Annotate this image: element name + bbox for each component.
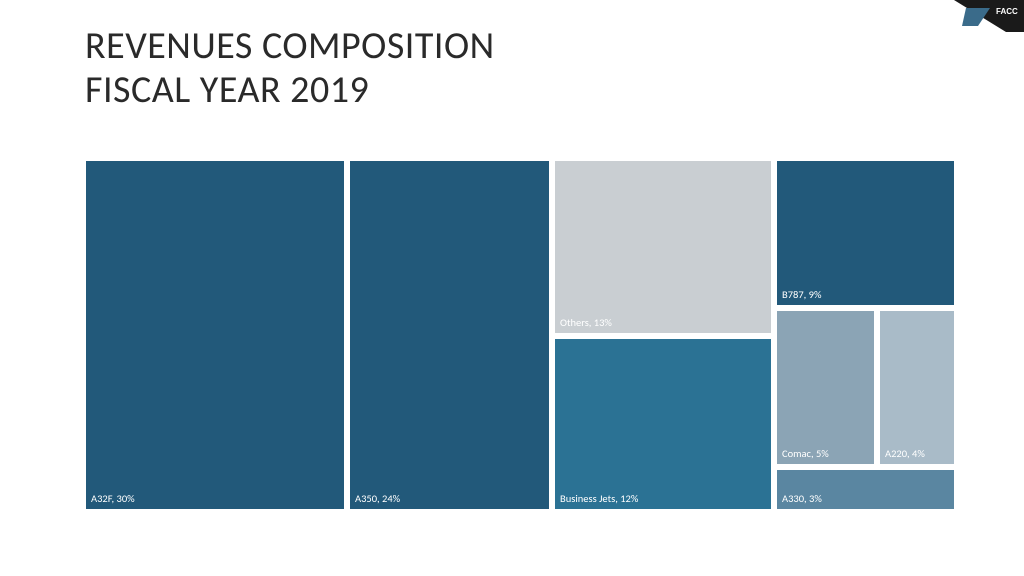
logo-text: FACC [996, 7, 1018, 16]
tile-a32f: A32F, 30% [85, 160, 345, 510]
tile-label-a330: A330, 3% [782, 492, 822, 505]
tile-others: Others, 13% [554, 160, 772, 334]
tile-label-b787: B787, 9% [782, 288, 822, 301]
title-line-1: REVENUES COMPOSITION [85, 23, 495, 69]
tile-label-a350: A350, 24% [355, 492, 400, 505]
tile-label-others: Others, 13% [560, 316, 612, 329]
tile-label-bjets: Business Jets, 12% [560, 492, 638, 505]
tile-label-a220: A220, 4% [885, 447, 925, 460]
tile-b787: B787, 9% [776, 160, 955, 306]
tile-a220: A220, 4% [879, 310, 955, 465]
facc-logo: FACC [954, 0, 1024, 38]
tile-label-a32f: A32F, 30% [91, 492, 135, 505]
revenue-treemap: A32F, 30% A350, 24% Others, 13% Business Je… [85, 160, 955, 510]
slide: REVENUES COMPOSITION FISCAL YEAR 2019 FA… [0, 0, 1024, 576]
tile-bjets: Business Jets, 12% [554, 338, 772, 510]
tile-label-comac: Comac, 5% [782, 447, 829, 460]
tile-a330: A330, 3% [776, 469, 955, 510]
title-line-2: FISCAL YEAR 2019 [85, 67, 369, 113]
page-title: REVENUES COMPOSITION FISCAL YEAR 2019 [85, 25, 495, 112]
tile-comac: Comac, 5% [776, 310, 875, 465]
tile-a350: A350, 24% [349, 160, 550, 510]
